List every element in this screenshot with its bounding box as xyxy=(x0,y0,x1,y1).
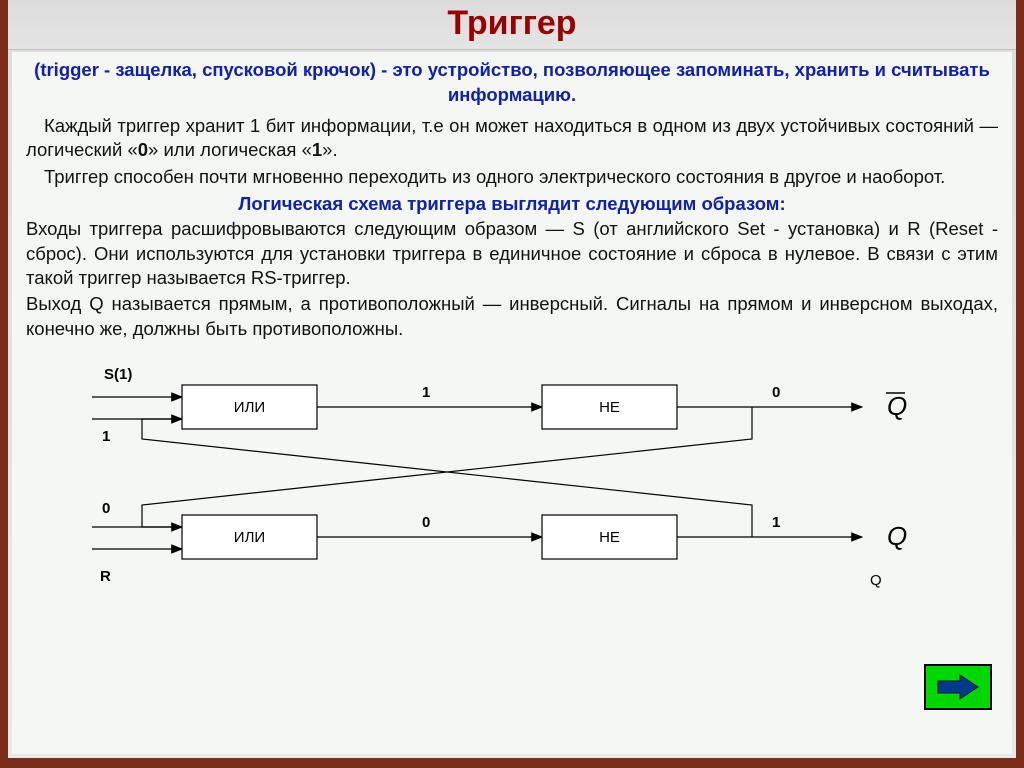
slide-frame: Триггер (trigger - защелка, спусковой кр… xyxy=(0,0,1024,768)
svg-text:1: 1 xyxy=(422,384,430,401)
paragraph-3: Входы триггера расшифровываются следующи… xyxy=(26,217,998,290)
svg-text:ИЛИ: ИЛИ xyxy=(234,529,265,546)
content-area: (trigger - защелка, спусковой крючок) - … xyxy=(12,52,1012,754)
bold-zero: 0 xyxy=(138,139,148,160)
svg-text:Q: Q xyxy=(887,391,907,421)
paragraph-2: Триггер способен почти мгновенно переход… xyxy=(26,165,998,189)
paragraph-1: Каждый триггер хранит 1 бит информации, … xyxy=(26,114,998,163)
svg-text:Q: Q xyxy=(870,572,882,589)
bold-one: 1 xyxy=(312,139,322,160)
svg-text:S(1): S(1) xyxy=(104,366,132,383)
svg-text:Q: Q xyxy=(887,521,907,551)
subtitle: (trigger - защелка, спусковой крючок) - … xyxy=(26,58,998,108)
title-bar: Триггер xyxy=(8,0,1016,50)
arrow-right-icon xyxy=(936,673,980,701)
svg-text:1: 1 xyxy=(102,428,110,445)
svg-text:НЕ: НЕ xyxy=(599,399,620,416)
svg-text:ИЛИ: ИЛИ xyxy=(234,399,265,416)
svg-text:0: 0 xyxy=(772,384,780,401)
svg-text:0: 0 xyxy=(102,500,110,517)
schema-title: Логическая схема триггера выглядит следу… xyxy=(26,193,998,215)
p1b: » или логическая « xyxy=(148,139,312,160)
paragraph-4: Выход Q называется прямым, а противополо… xyxy=(26,292,998,341)
svg-text:НЕ: НЕ xyxy=(599,529,620,546)
p1c: ». xyxy=(322,139,337,160)
svg-text:R: R xyxy=(100,568,111,585)
trigger-diagram: S(1) 1 0 R 1 0 0 1 ИЛИ НЕ ИЛИ НЕ Q Q Q xyxy=(32,349,992,599)
p2: Триггер способен почти мгновенно переход… xyxy=(44,166,945,187)
slide-title: Триггер xyxy=(447,4,576,42)
svg-text:0: 0 xyxy=(422,514,430,531)
svg-text:1: 1 xyxy=(772,514,780,531)
next-button[interactable] xyxy=(924,664,992,710)
diagram-svg: S(1) 1 0 R 1 0 0 1 ИЛИ НЕ ИЛИ НЕ Q Q Q xyxy=(32,349,992,599)
